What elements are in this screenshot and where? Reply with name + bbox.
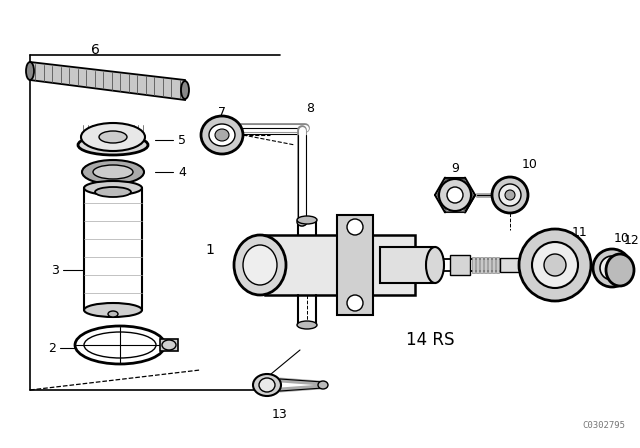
Text: 14 RS: 14 RS	[406, 331, 454, 349]
Bar	[472, 257, 475, 273]
Ellipse shape	[600, 256, 624, 280]
Text: 7: 7	[218, 105, 226, 119]
Text: C0302795: C0302795	[582, 421, 625, 430]
Ellipse shape	[181, 81, 189, 99]
Bar	[265, 235, 415, 295]
Ellipse shape	[162, 340, 176, 350]
Ellipse shape	[84, 181, 142, 195]
Bar	[380, 247, 435, 283]
Bar	[450, 255, 470, 275]
Ellipse shape	[81, 123, 145, 151]
Bar	[492, 257, 495, 273]
Ellipse shape	[243, 245, 277, 285]
Text: 10: 10	[522, 159, 538, 172]
Ellipse shape	[108, 311, 118, 317]
Bar	[160, 339, 178, 351]
Bar	[337, 215, 373, 315]
Circle shape	[347, 295, 363, 311]
Ellipse shape	[84, 303, 142, 317]
Ellipse shape	[593, 249, 631, 287]
Ellipse shape	[492, 177, 528, 213]
Ellipse shape	[499, 184, 521, 206]
Ellipse shape	[99, 131, 127, 143]
Ellipse shape	[519, 229, 591, 301]
Ellipse shape	[95, 187, 131, 197]
Ellipse shape	[606, 254, 634, 286]
Ellipse shape	[253, 374, 281, 396]
Ellipse shape	[297, 218, 307, 226]
Ellipse shape	[297, 321, 317, 329]
Bar	[476, 257, 479, 273]
Ellipse shape	[82, 160, 144, 184]
Ellipse shape	[201, 116, 243, 154]
Ellipse shape	[426, 247, 444, 283]
Text: 13: 13	[272, 409, 288, 422]
Ellipse shape	[606, 262, 618, 274]
Text: 1: 1	[205, 243, 214, 257]
Bar	[484, 257, 487, 273]
Text: 2: 2	[48, 341, 56, 354]
Text: 5: 5	[178, 134, 186, 146]
Ellipse shape	[447, 187, 463, 203]
Polygon shape	[30, 62, 185, 100]
Bar	[480, 257, 483, 273]
Bar	[496, 257, 499, 273]
Text: 9: 9	[451, 161, 459, 175]
Ellipse shape	[234, 235, 286, 295]
Ellipse shape	[439, 179, 471, 211]
Text: 10: 10	[614, 232, 630, 245]
Text: 11: 11	[572, 225, 588, 238]
Text: 6: 6	[91, 43, 99, 57]
Bar	[500, 258, 528, 272]
Ellipse shape	[297, 216, 317, 224]
Ellipse shape	[318, 381, 328, 389]
Ellipse shape	[93, 165, 133, 179]
Circle shape	[347, 219, 363, 235]
Ellipse shape	[209, 124, 235, 146]
Bar	[488, 257, 491, 273]
Text: 8: 8	[306, 102, 314, 115]
Text: 12: 12	[624, 233, 640, 246]
Ellipse shape	[544, 254, 566, 276]
Ellipse shape	[259, 378, 275, 392]
Text: 3: 3	[51, 263, 59, 276]
Ellipse shape	[78, 135, 148, 155]
Ellipse shape	[215, 129, 229, 141]
Ellipse shape	[505, 190, 515, 200]
Text: 4: 4	[178, 165, 186, 178]
Ellipse shape	[532, 242, 578, 288]
Ellipse shape	[26, 62, 34, 80]
